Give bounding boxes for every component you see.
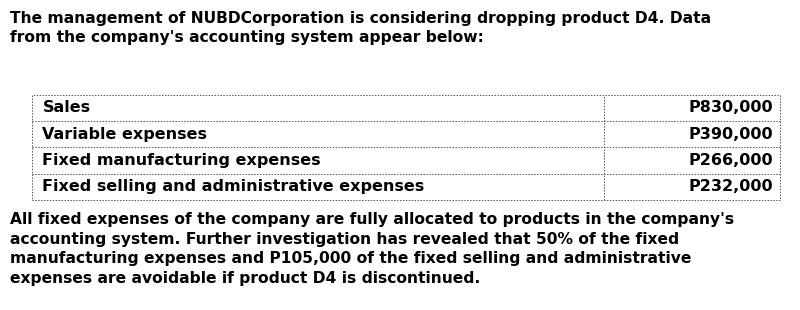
Text: Fixed manufacturing expenses: Fixed manufacturing expenses bbox=[42, 153, 321, 168]
Text: The management of NUBDCorporation is considering dropping product D4. Data
from : The management of NUBDCorporation is con… bbox=[10, 11, 711, 45]
Text: Fixed selling and administrative expenses: Fixed selling and administrative expense… bbox=[42, 179, 425, 194]
Text: P830,000: P830,000 bbox=[689, 100, 774, 115]
Text: P266,000: P266,000 bbox=[689, 153, 774, 168]
Text: P390,000: P390,000 bbox=[689, 126, 774, 142]
Text: Sales: Sales bbox=[42, 100, 90, 115]
Text: P232,000: P232,000 bbox=[689, 179, 774, 194]
Text: All fixed expenses of the company are fully allocated to products in the company: All fixed expenses of the company are fu… bbox=[10, 212, 734, 286]
Text: Variable expenses: Variable expenses bbox=[42, 126, 207, 142]
